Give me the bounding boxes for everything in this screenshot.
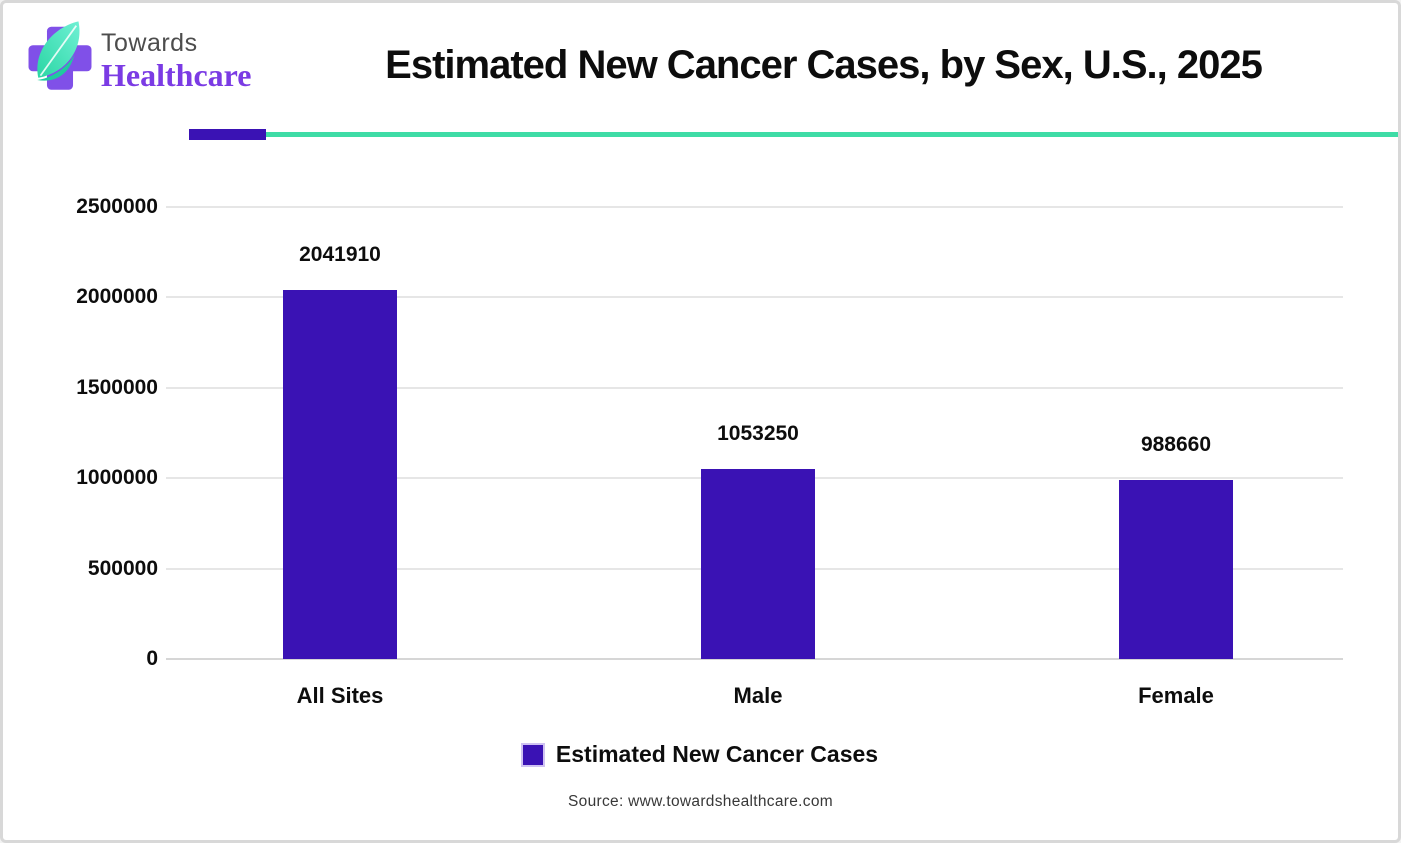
source-text: Source: www.towardshealthcare.com xyxy=(568,793,833,810)
bar-value-male: 1053250 xyxy=(717,421,799,445)
bar-value-all-sites: 2041910 xyxy=(299,242,381,266)
bar-male xyxy=(701,468,815,659)
leaf-icon xyxy=(37,21,80,81)
towards-healthcare-logo: Towards Healthcare xyxy=(27,17,251,93)
gridline-0 xyxy=(166,658,1343,660)
logo-cross-leaf-icon xyxy=(28,21,92,90)
y-axis-tick-label: 500000 xyxy=(87,556,158,580)
bar-chart: 0 500000 1000000 1500000 2000000 2500000 20419… xyxy=(3,3,1398,840)
logo-towards-text: Towards xyxy=(101,29,198,57)
chart-legend: Estimated New Cancer Cases xyxy=(3,741,1398,768)
y-axis-tick-label: 1500000 xyxy=(76,375,158,399)
y-axis-tick-label: 1000000 xyxy=(76,466,158,490)
bar-all-sites xyxy=(283,289,397,659)
logo-healthcare-text: Healthcare xyxy=(101,57,252,93)
gridline-1500000 xyxy=(166,386,1343,389)
x-axis-label-female: Female xyxy=(1138,683,1214,708)
gridline-2500000 xyxy=(166,206,1343,208)
x-axis-label-male: Male xyxy=(733,683,783,708)
bar-value-female: 988660 xyxy=(1140,433,1212,457)
page-title: Estimated New Cancer Cases, by Sex, U.S.… xyxy=(385,43,1263,87)
divider-purple-segment xyxy=(189,129,266,140)
bar-female xyxy=(1119,480,1233,659)
x-axis-label-all-sites: All Sites xyxy=(296,683,384,708)
legend-label: Estimated New Cancer Cases xyxy=(555,741,879,767)
y-axis-tick-label: 2500000 xyxy=(76,195,158,218)
divider-teal-line xyxy=(266,132,1398,137)
legend-swatch xyxy=(520,742,545,767)
gridline-2000000 xyxy=(166,296,1343,299)
y-axis-tick-label: 2000000 xyxy=(76,285,158,309)
y-axis-tick-label: 0 xyxy=(146,647,158,670)
